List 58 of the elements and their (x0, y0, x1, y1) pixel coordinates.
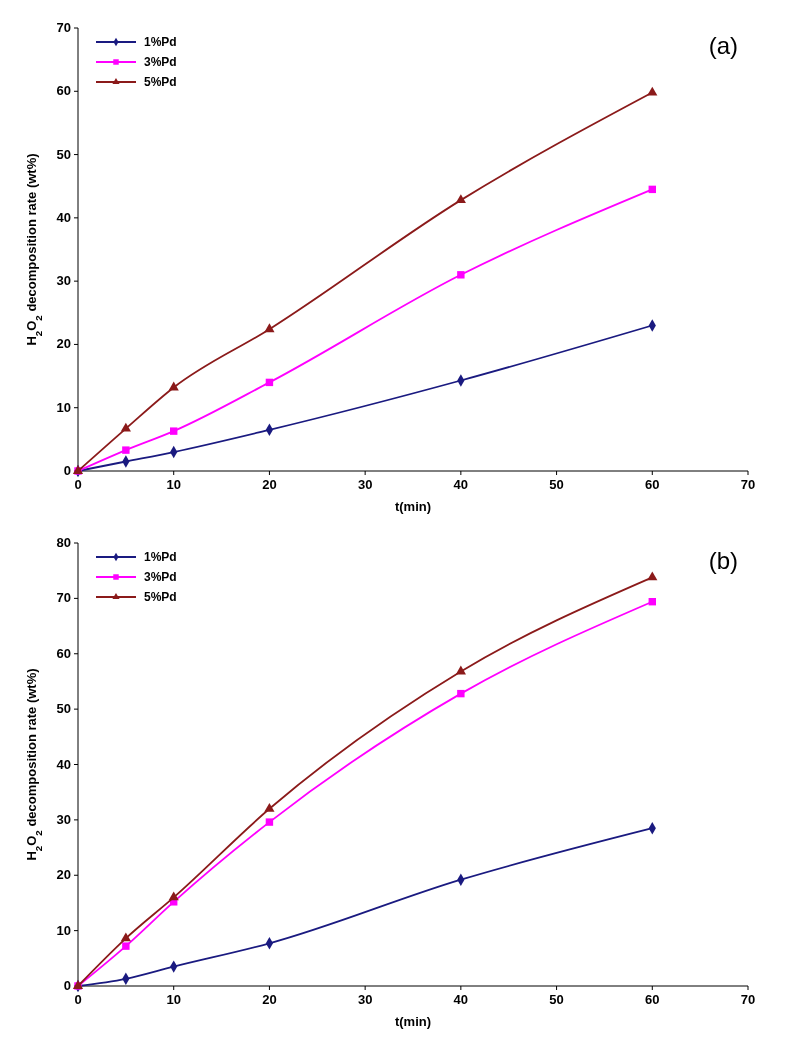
y-tick-label: 50 (56, 701, 71, 717)
x-tick-label: 10 (166, 992, 181, 1007)
y-tick-label: 0 (63, 463, 71, 478)
x-tick-label: 50 (549, 992, 564, 1007)
y-tick-label: 50 (56, 146, 71, 162)
x-tick-label: 30 (357, 477, 373, 492)
point (455, 194, 466, 204)
point (122, 446, 130, 454)
x-tick-label: 60 (645, 477, 660, 492)
y-tick-label: 40 (56, 209, 71, 225)
y-tick-label: 0 (63, 978, 71, 993)
legend-label: 1%Pd (144, 550, 177, 564)
x-tick-label: 20 (262, 477, 277, 492)
y-tick-label: 20 (56, 336, 71, 352)
point (120, 932, 131, 942)
x-tick-label: 30 (357, 992, 373, 1007)
y-tick-label: 10 (56, 922, 71, 938)
legend-label: 5%Pd (144, 75, 177, 89)
x-tick-label: 70 (740, 477, 756, 492)
y-tick-label: 10 (56, 399, 71, 415)
legend-label: 5%Pd (144, 590, 177, 604)
point (168, 381, 179, 391)
x-tick-label: 60 (645, 992, 660, 1007)
legend-label: 3%Pd (144, 55, 177, 69)
x-tick-label: 40 (453, 477, 469, 492)
x-tick-label: 20 (262, 992, 277, 1007)
legend-label: 1%Pd (144, 35, 177, 49)
point (265, 818, 274, 826)
y-tick-label: 40 (56, 756, 71, 772)
point (122, 942, 130, 950)
point (457, 271, 465, 279)
point (647, 571, 658, 581)
point (455, 665, 466, 675)
y-tick-label: 80 (56, 535, 71, 550)
annotation: (a) (708, 32, 738, 59)
point (120, 422, 131, 432)
point (168, 891, 179, 901)
y-tick-label: 60 (56, 645, 71, 661)
annotation: (b) (708, 547, 738, 574)
y-tick-label: 30 (56, 273, 71, 289)
y-tick-label: 70 (56, 20, 71, 35)
point (170, 427, 178, 435)
y-tick-label: 30 (56, 811, 71, 827)
y-tick-label: 60 (56, 83, 71, 99)
x-tick-label: 0 (74, 992, 82, 1007)
x-tick-label: 10 (166, 477, 181, 492)
point (264, 802, 275, 812)
point (264, 323, 275, 333)
x-tick-label: 40 (453, 992, 469, 1007)
x-tick-label: 0 (74, 477, 82, 492)
x-tick-label: 50 (549, 477, 564, 492)
legend-label: 3%Pd (144, 570, 177, 584)
x-axis-title: t(min) (394, 499, 432, 514)
x-axis-title: t(min) (394, 1014, 432, 1029)
y-tick-label: 70 (56, 590, 71, 606)
point (457, 689, 465, 698)
x-tick-label: 70 (740, 992, 756, 1007)
y-tick-label: 20 (56, 867, 71, 883)
